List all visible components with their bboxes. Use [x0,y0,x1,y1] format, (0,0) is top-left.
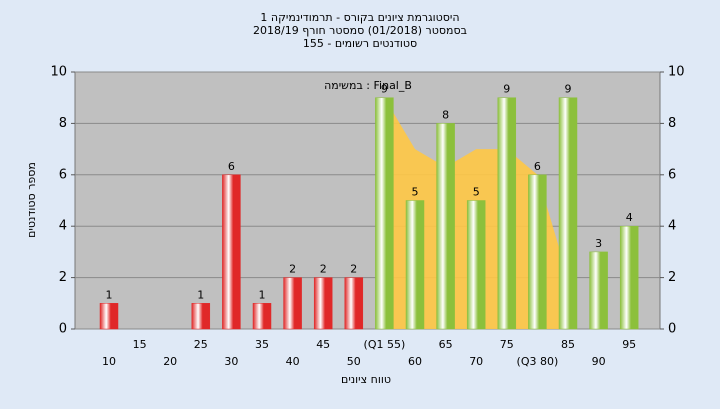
x-tick-label: 25 [194,338,208,351]
y2-tick-label: 0 [668,322,676,337]
bar [344,277,364,330]
x-tick-label: 30 [224,355,238,368]
bar [375,97,394,330]
bar [497,97,517,330]
bar [313,277,333,330]
data-label: 2 [289,263,296,276]
y2-tick-label: 10 [668,65,685,80]
y-tick-label: 0 [59,322,67,337]
x-tick-label: 75 [500,338,514,351]
x-tick-label: 20 [163,355,177,368]
chart-subtitle: סטודנטים רשומים - 155 [303,37,417,50]
data-label: 9 [565,83,572,96]
data-label: 3 [595,237,602,250]
y-tick-label: 6 [59,167,67,182]
data-label: 1 [259,288,266,301]
bar [558,97,578,330]
data-label: 1 [106,288,113,301]
y2-tick-label: 2 [668,270,676,285]
data-label: 6 [534,160,541,173]
data-label: 6 [228,160,235,173]
data-label: 9 [503,83,510,96]
x-tick-label: 95 [622,338,636,351]
y2-tick-label: 6 [668,167,676,182]
x-tick-label: 85 [561,338,575,351]
x-tick-label: (Q3 80) [517,355,559,368]
data-label: 5 [412,186,419,199]
x-tick-label: 50 [347,355,361,368]
x-tick-label: 40 [286,355,300,368]
annotation: במשימה : Final_B [324,79,412,92]
x-tick-label: 15 [133,338,147,351]
y-tick-label: 8 [59,116,67,131]
x-axis-label: טווח ציונים [341,373,391,386]
x-tick-label: 70 [469,355,483,368]
y-tick-label: 2 [59,270,67,285]
x-tick-label: 90 [592,355,606,368]
bar [99,303,119,330]
x-tick-label: 60 [408,355,422,368]
y-tick-label: 4 [59,219,67,234]
bar [283,277,302,330]
data-label: 2 [320,263,327,276]
bar [619,225,639,330]
data-label: 2 [350,263,357,276]
bar [436,123,455,330]
x-tick-label: 45 [316,338,330,351]
chart-subtitle: בסמסטר (01/2018) סמסטר חורף 2018/19 [253,24,467,37]
y-tick-label: 10 [50,65,67,80]
x-tick-label: (Q1 55) [364,338,406,351]
bar [589,251,608,330]
chart-title: היסטוגרמת ציונים בקורס - תרמודינמיקה 1 [260,11,459,24]
bar [466,200,486,330]
x-tick-label: 65 [439,338,453,351]
y-axis-label: מספר סטודנטים [25,162,38,238]
bar [191,303,211,330]
bar [222,174,241,330]
data-label: 9 [381,83,388,96]
y2-tick-label: 4 [668,219,676,234]
data-label: 4 [626,211,633,224]
bar [405,200,425,330]
data-label: 8 [442,108,449,121]
data-label: 5 [473,186,480,199]
x-tick-label: 10 [102,355,116,368]
bar [252,303,272,330]
data-label: 1 [197,288,204,301]
x-tick-label: 35 [255,338,269,351]
y2-tick-label: 8 [668,116,676,131]
bar [528,174,547,330]
